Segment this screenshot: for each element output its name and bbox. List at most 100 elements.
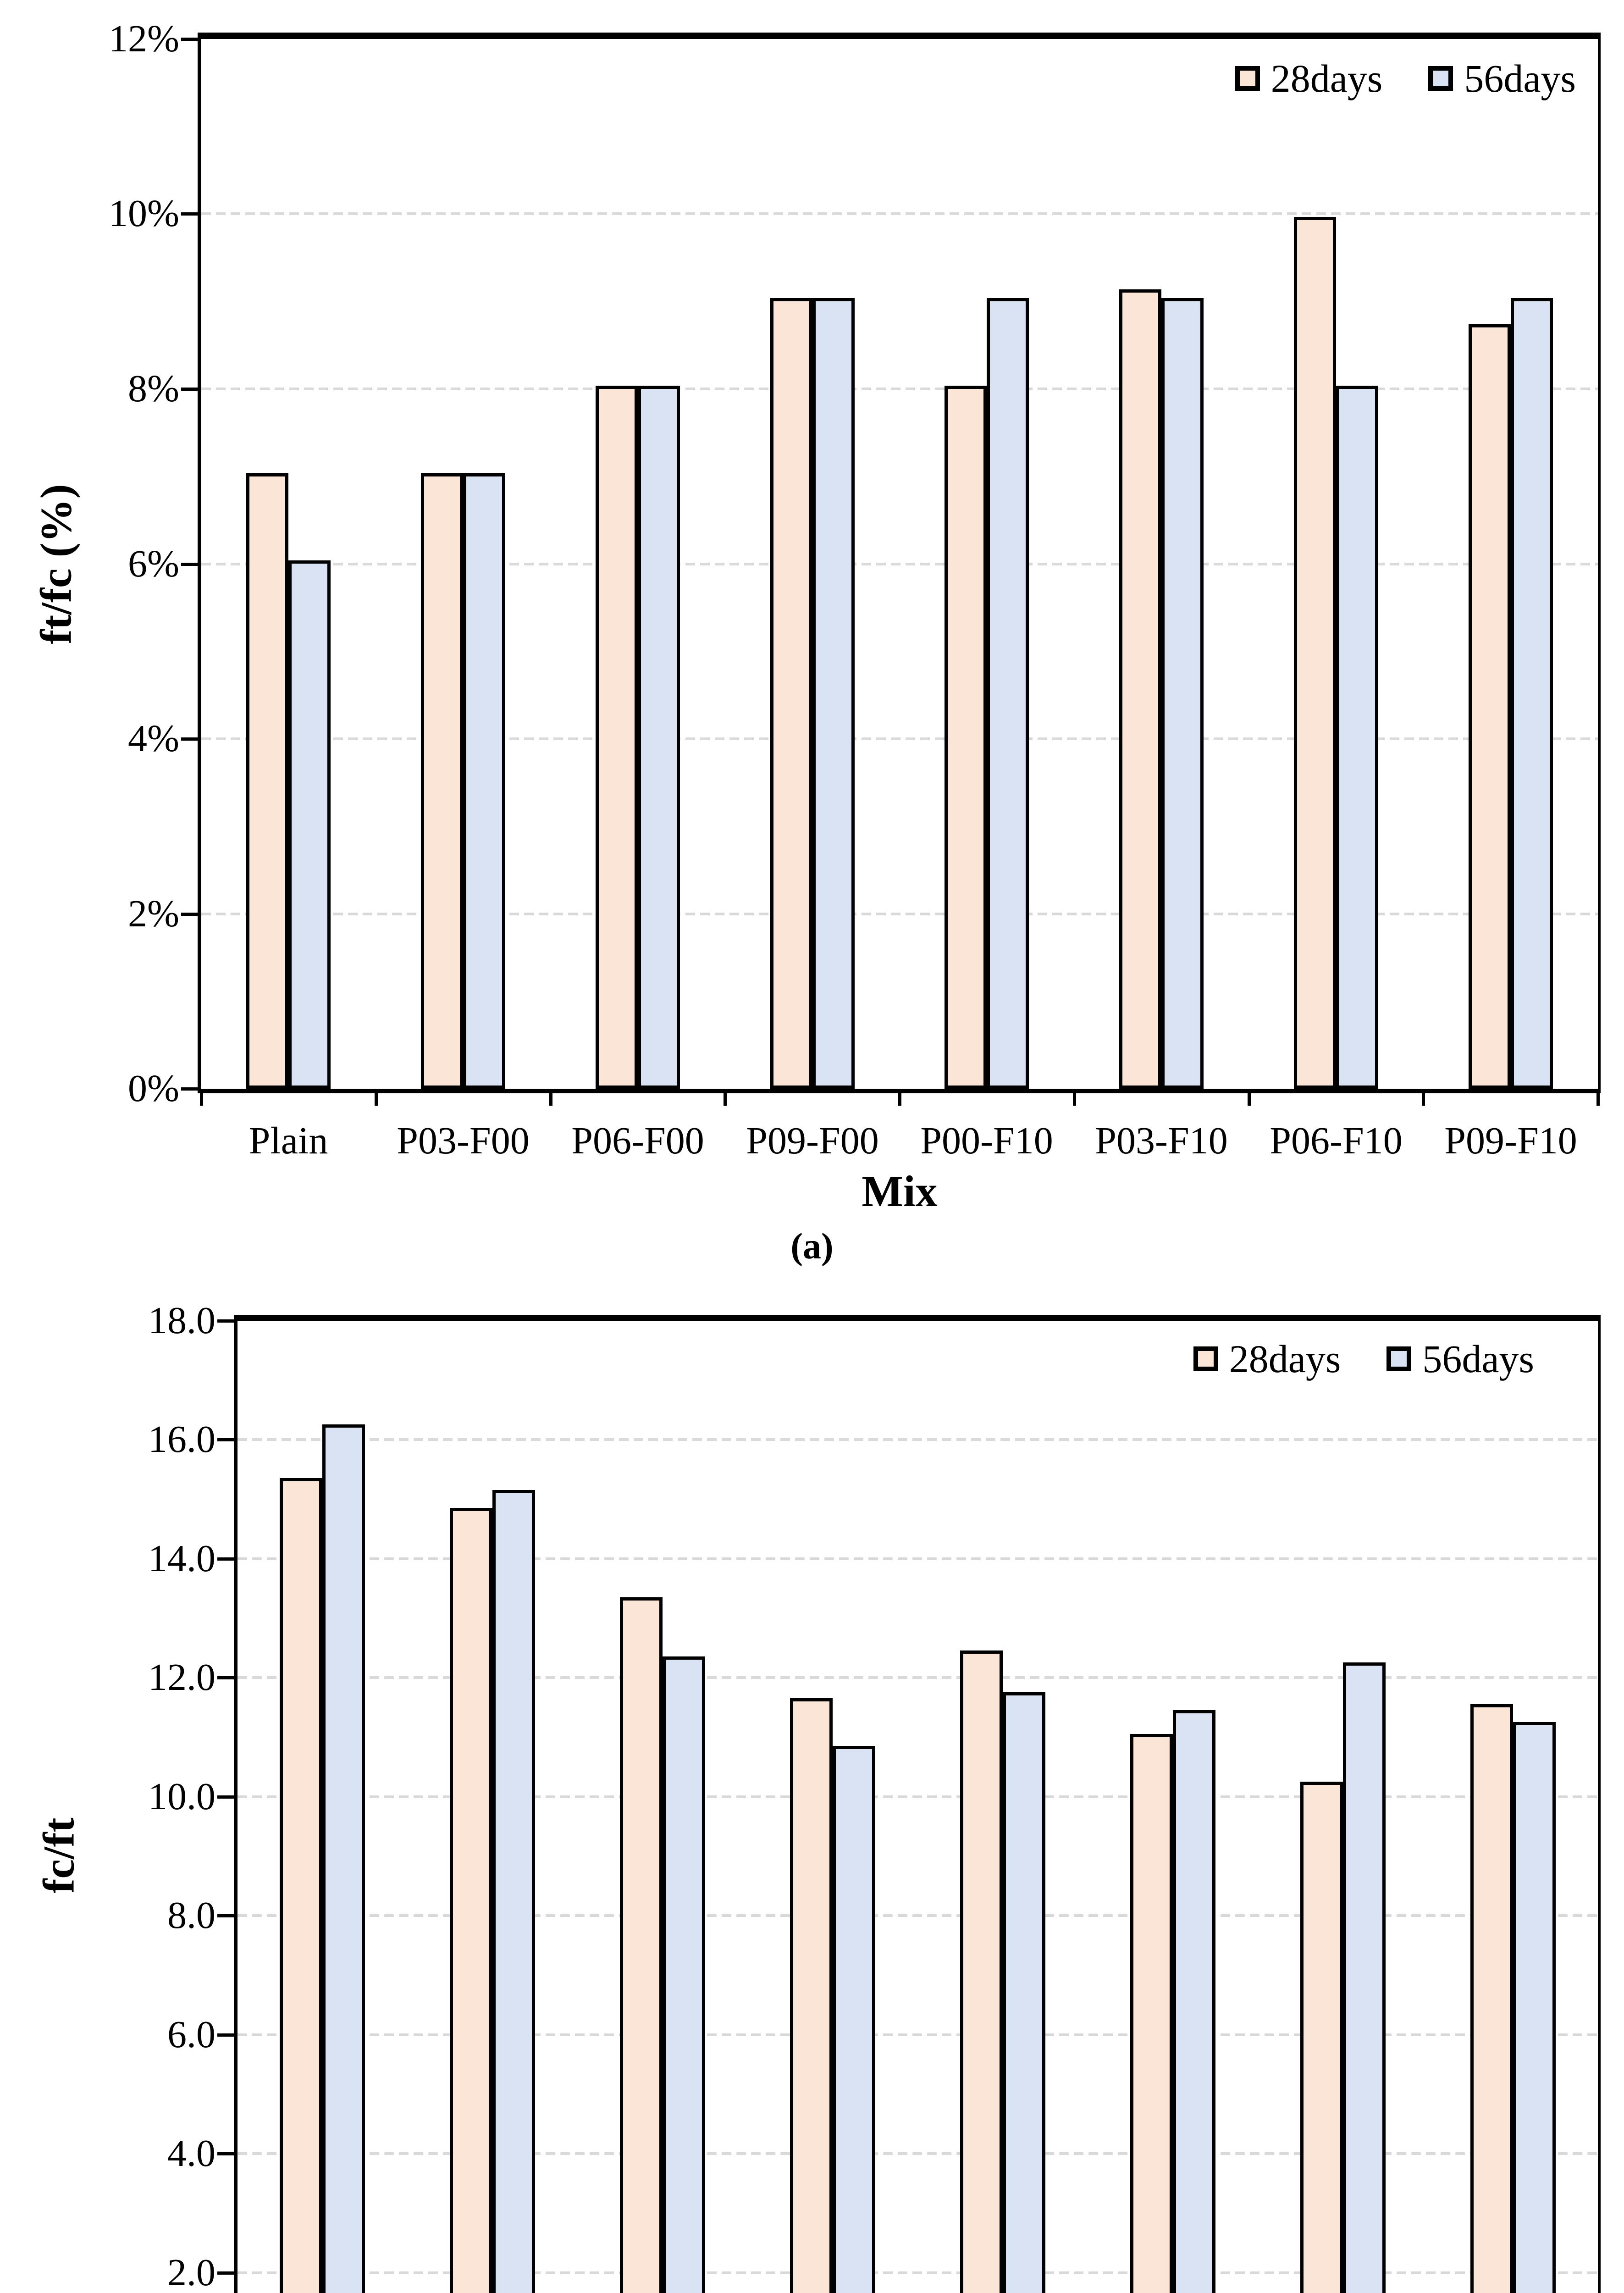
gridline-b-10 xyxy=(238,1795,1598,1798)
bar-b-P09-F00-28days xyxy=(790,1698,833,2293)
y-tick-label-a-6%: 6% xyxy=(128,543,179,585)
y-tick-label-b-6.0: 6.0 xyxy=(167,2013,215,2056)
bar-b-P00-F10-28days xyxy=(960,1651,1003,2293)
y-tick-mark xyxy=(181,212,198,216)
x-tick-mark xyxy=(724,1093,727,1106)
gridline-b-8 xyxy=(238,1914,1598,1917)
y-tick-label-b-10.0: 10.0 xyxy=(148,1775,215,1818)
legend-item-28days: 28days xyxy=(1235,56,1383,100)
gridline-b-6 xyxy=(238,2033,1598,2036)
x-category-label-a-Plain: Plain xyxy=(249,1119,328,1162)
bar-a-P03-F00-28days xyxy=(421,473,463,1089)
legend-label: 28days xyxy=(1229,1337,1341,1381)
legend-b: 28days 56days xyxy=(1193,1339,1534,1379)
legend-swatch-icon xyxy=(1386,1346,1412,1371)
y-tick-mark xyxy=(217,2271,234,2275)
legend-item-28days: 28days xyxy=(1193,1339,1341,1379)
y-tick-label-a-10%: 10% xyxy=(109,192,179,235)
bar-b-P06-F00-28days xyxy=(620,1597,663,2293)
y-tick-label-b-18.0: 18.0 xyxy=(148,1299,215,1342)
x-category-label-a-P09-F00: P09-F00 xyxy=(746,1119,879,1162)
bar-b-P06-F10-28days xyxy=(1300,1782,1343,2293)
legend-item-56days: 56days xyxy=(1428,59,1576,98)
x-category-label-a-P03-F00: P03-F00 xyxy=(397,1119,530,1162)
y-tick-mark xyxy=(181,737,198,741)
bar-b-P09-F00-56days xyxy=(833,1746,875,2293)
bar-b-P03-F10-28days xyxy=(1130,1734,1173,2293)
y-tick-mark xyxy=(217,1914,234,1917)
bar-b-P09-F10-56days xyxy=(1513,1722,1556,2293)
bar-a-P09-F10-56days xyxy=(1511,298,1553,1089)
y-tick-label-a-2%: 2% xyxy=(128,892,179,935)
bar-b-P03-F10-56days xyxy=(1173,1710,1215,2293)
bar-a-P03-F00-56days xyxy=(463,473,505,1089)
y-tick-mark xyxy=(217,1676,234,1679)
bar-a-P06-F00-56days xyxy=(638,386,680,1089)
panel-caption-a: (a) xyxy=(790,1226,834,1267)
gridline-a-4 xyxy=(201,737,1598,740)
y-tick-mark xyxy=(181,1087,198,1091)
legend-swatch-icon xyxy=(1193,1346,1218,1371)
legend-label: 56days xyxy=(1464,56,1576,100)
bar-b-P00-F10-56days xyxy=(1003,1692,1045,2293)
bar-b-P06-F10-56days xyxy=(1343,1662,1386,2293)
x-category-label-a-P09-F10: P09-F10 xyxy=(1444,1119,1577,1162)
x-tick-mark xyxy=(549,1093,552,1106)
x-tick-mark xyxy=(375,1093,378,1106)
y-tick-mark xyxy=(217,1795,234,1799)
legend-swatch-icon xyxy=(1235,66,1260,91)
bar-b-Plain-56days xyxy=(322,1424,365,2293)
y-tick-label-a-8%: 8% xyxy=(128,367,179,410)
y-tick-label-b-4.0: 4.0 xyxy=(167,2132,215,2175)
bar-a-P06-F10-28days xyxy=(1294,217,1336,1089)
x-tick-mark xyxy=(1073,1093,1076,1106)
bar-b-P03-F00-28days xyxy=(450,1508,492,2293)
x-category-label-a-P03-F10: P03-F10 xyxy=(1095,1119,1228,1162)
bar-a-P09-F00-56days xyxy=(812,298,855,1089)
y-tick-label-b-16.0: 16.0 xyxy=(148,1418,215,1461)
bar-a-P06-F10-56days xyxy=(1336,386,1378,1089)
bar-a-P09-F10-28days xyxy=(1469,324,1511,1089)
x-tick-mark xyxy=(1596,1093,1600,1106)
bar-b-P09-F10-28days xyxy=(1470,1704,1513,2293)
y-tick-label-a-12%: 12% xyxy=(109,17,179,60)
bar-a-P06-F00-28days xyxy=(596,386,638,1089)
bar-b-Plain-28days xyxy=(280,1478,322,2293)
y-tick-label-a-0%: 0% xyxy=(128,1067,179,1110)
y-tick-mark xyxy=(181,388,198,391)
gridline-a-10 xyxy=(201,212,1598,215)
bar-a-P00-F10-28days xyxy=(945,386,987,1089)
y-tick-mark xyxy=(181,563,198,566)
y-tick-mark xyxy=(181,913,198,916)
y-tick-label-b-12.0: 12.0 xyxy=(148,1656,215,1699)
y-tick-mark xyxy=(217,2152,234,2155)
gridline-b-4 xyxy=(238,2152,1598,2155)
x-category-label-a-P06-F00: P06-F00 xyxy=(571,1119,704,1162)
x-tick-mark xyxy=(1248,1093,1251,1106)
x-tick-mark xyxy=(200,1093,203,1106)
legend-label: 56days xyxy=(1422,1337,1534,1381)
legend-swatch-icon xyxy=(1428,66,1453,91)
y-tick-label-b-14.0: 14.0 xyxy=(148,1537,215,1580)
bar-a-P00-F10-56days xyxy=(987,298,1029,1089)
x-tick-mark xyxy=(1422,1093,1425,1106)
legend-a: 28days 56days xyxy=(1235,59,1576,98)
chart-a-plot-area xyxy=(198,33,1601,1093)
gridline-a-8 xyxy=(201,388,1598,390)
gridline-b-12 xyxy=(238,1676,1598,1679)
y-tick-mark xyxy=(217,2033,234,2037)
y-tick-mark xyxy=(217,1438,234,1441)
x-tick-mark xyxy=(898,1093,901,1106)
bar-b-P03-F00-56days xyxy=(492,1490,535,2293)
y-tick-mark xyxy=(217,1319,234,1323)
bar-a-Plain-28days xyxy=(246,473,288,1089)
bar-a-P03-F10-56days xyxy=(1161,298,1204,1089)
y-tick-label-b-2.0: 2.0 xyxy=(167,2251,215,2293)
y-tick-label-b-8.0: 8.0 xyxy=(167,1894,215,1937)
bar-a-P03-F10-28days xyxy=(1119,289,1161,1089)
gridline-a-2 xyxy=(201,913,1598,915)
gridline-b-16 xyxy=(238,1438,1598,1441)
gridline-b-14 xyxy=(238,1557,1598,1560)
legend-label: 28days xyxy=(1270,56,1383,100)
y-tick-mark xyxy=(181,38,198,41)
